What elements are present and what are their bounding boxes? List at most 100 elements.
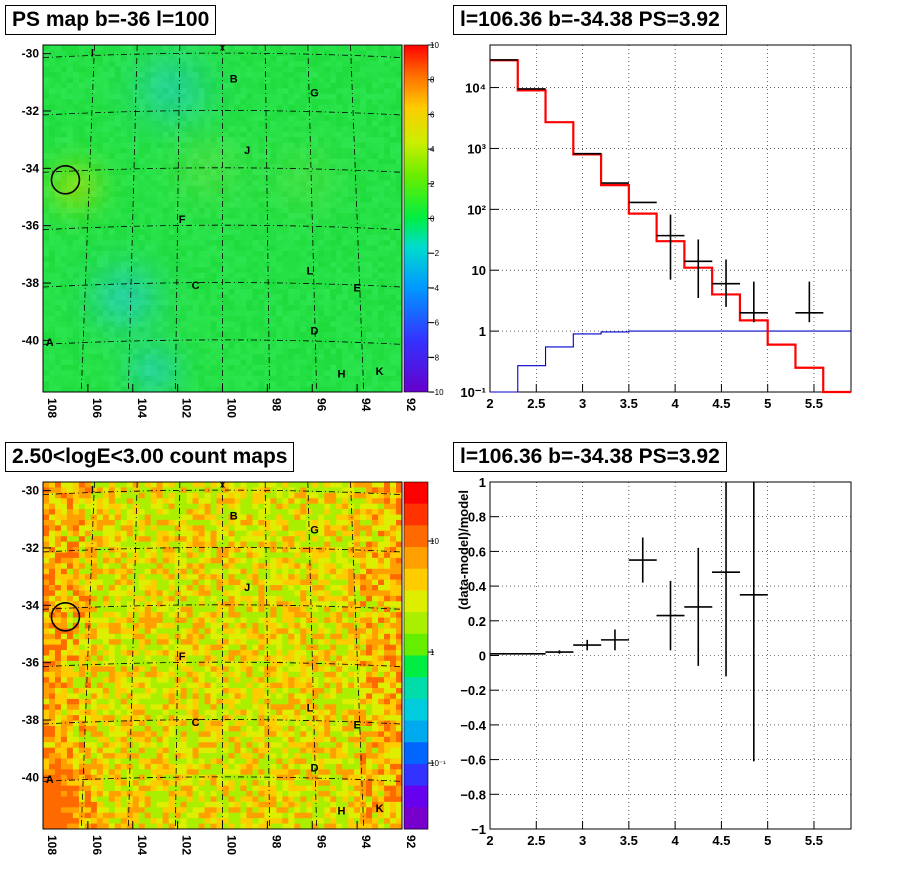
heatmap-cell (84, 110, 92, 116)
heatmap-cell (156, 288, 164, 295)
heatmap-cell (300, 574, 307, 580)
heatmap-cell (78, 514, 86, 521)
heatmap-cell (108, 207, 116, 214)
heatmap-cell (336, 541, 343, 548)
heatmap-cell (384, 492, 391, 499)
heatmap-cell (300, 348, 307, 355)
heatmap-cell (348, 120, 355, 127)
heatmap-cell (258, 82, 265, 89)
heatmap-cell (132, 223, 140, 230)
heatmap-cell (228, 218, 235, 225)
heatmap-cell (192, 509, 199, 515)
heatmap-cell (162, 343, 170, 350)
heatmap-cell (43, 299, 50, 306)
heatmap-cell (156, 137, 164, 143)
heatmap-cell (60, 61, 68, 68)
heatmap-cell (198, 321, 205, 328)
heatmap-cell (90, 370, 98, 377)
heatmap-cell (84, 72, 92, 78)
heatmap-cell (366, 283, 373, 290)
heatmap-cell (312, 525, 319, 532)
heatmap-cell (306, 375, 313, 382)
heatmap-cell (144, 93, 152, 100)
heatmap-cell (282, 348, 289, 355)
heatmap-cell (102, 207, 110, 214)
heatmap-cell (294, 557, 301, 564)
heatmap-cell (198, 326, 205, 333)
heatmap-cell (348, 267, 355, 274)
heatmap-cell (282, 536, 289, 543)
heatmap-cell (216, 364, 223, 371)
heatmap-cell (336, 251, 343, 257)
heatmap-cell (348, 77, 355, 84)
heatmap-cell (198, 148, 205, 154)
heatmap-cell (258, 240, 265, 247)
heatmap-cell (342, 348, 349, 355)
heatmap-cell (258, 164, 265, 171)
heatmap-cell (318, 213, 325, 219)
heatmap-cell (324, 370, 331, 377)
heatmap-cell (300, 332, 307, 339)
heatmap-cell (276, 77, 283, 84)
heatmap-cell (132, 267, 140, 274)
heatmap-cell (222, 509, 229, 515)
heatmap-cell (336, 519, 343, 526)
heatmap-cell (84, 272, 92, 279)
heatmap-cell (354, 498, 361, 505)
heatmap-cell (390, 229, 397, 236)
heatmap-cell (372, 563, 379, 570)
heatmap-cell (366, 185, 373, 192)
heatmap-cell (216, 552, 223, 559)
heatmap-cell (43, 207, 50, 214)
heatmap-cell (330, 245, 337, 252)
heatmap-cell (318, 386, 325, 393)
heatmap-cell (276, 234, 283, 241)
heatmap-cell (84, 142, 92, 149)
heatmap-cell (282, 294, 289, 301)
heatmap-cell (144, 50, 152, 57)
heatmap-cell (96, 66, 104, 73)
heatmap-cell (126, 381, 134, 387)
heatmap-cell (258, 55, 265, 62)
heatmap-cell (312, 541, 319, 548)
heatmap-cell (198, 88, 205, 95)
heatmap-cell (312, 519, 319, 526)
heatmap-cell (204, 261, 211, 268)
heatmap-cell (240, 240, 247, 247)
heatmap-cell (210, 93, 217, 100)
heatmap-cell (174, 503, 182, 510)
heatmap-cell (150, 359, 158, 366)
heatmap-cell (144, 267, 152, 274)
heatmap-cell (156, 519, 164, 526)
heatmap-cell (354, 72, 361, 78)
heatmap-cell (270, 126, 277, 133)
heatmap-cell (366, 115, 373, 122)
heatmap-cell (270, 131, 277, 138)
heatmap-cell (360, 61, 367, 68)
heatmap-cell (156, 153, 164, 160)
heatmap-cell (228, 498, 235, 505)
heatmap-cell (288, 115, 295, 122)
heatmap-cell (360, 272, 367, 279)
heatmap-cell (43, 547, 50, 553)
heatmap-cell (204, 191, 211, 198)
heatmap-cell (168, 82, 176, 89)
heatmap-cell (102, 498, 110, 505)
heatmap-cell (294, 207, 301, 214)
heatmap-cell (246, 337, 253, 344)
heatmap-cell (234, 126, 241, 133)
heatmap-cell (150, 50, 158, 57)
heatmap-cell (336, 552, 343, 559)
heatmap-cell (72, 370, 80, 377)
heatmap-cell (294, 381, 301, 387)
heatmap-cell (354, 256, 361, 263)
heatmap-cell (378, 337, 385, 344)
heatmap-cell (54, 72, 62, 78)
heatmap-cell (54, 337, 62, 344)
heatmap-cell (102, 321, 110, 328)
heatmap-cell (114, 267, 122, 274)
heatmap-cell (270, 381, 277, 387)
heatmap-cell (66, 229, 74, 236)
heatmap-cell (108, 191, 116, 198)
heatmap-cell (132, 316, 140, 322)
